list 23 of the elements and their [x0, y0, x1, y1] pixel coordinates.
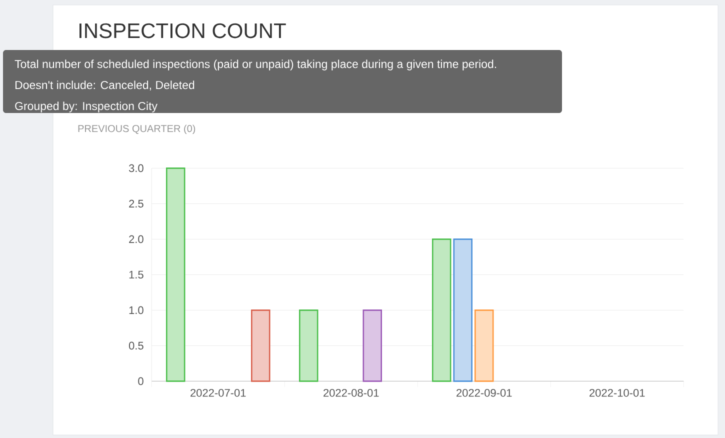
bar — [166, 168, 186, 382]
bar — [251, 310, 270, 382]
x-tick-label: 2022-08-01 — [324, 389, 379, 397]
bar — [453, 238, 472, 382]
text: Doesn't include: Canceled, Deleted — [15, 80, 194, 90]
y-tick-label: 1.0 — [129, 306, 144, 314]
y-tick-label: 3.0 — [128, 164, 144, 172]
text: Total number of scheduled inspections (paid or unpaid) taking place during a given time period. — [14, 60, 496, 70]
y-tick-label: 2.0 — [129, 235, 144, 244]
text: Grouped by: Inspection City — [15, 102, 158, 112]
x-tick-label: 2022-07-01 — [190, 389, 246, 397]
y-tick-label: 2.5 — [129, 200, 144, 208]
bar — [432, 238, 452, 382]
y-tick-label: 0.5 — [128, 342, 144, 350]
bar — [298, 310, 318, 382]
bar — [474, 310, 494, 382]
chart-subtitle: PREVIOUS QUARTER (0) — [78, 124, 196, 134]
bar — [362, 310, 382, 382]
y-tick-label: 1.5 — [129, 270, 144, 279]
x-tick-label: 2022-10-01 — [590, 389, 645, 397]
x-tick-label: 2022-09-01 — [456, 389, 512, 397]
y-tick-label: 0 — [138, 377, 144, 386]
chart-title: INSPECTION COUNT — [79, 23, 286, 38]
